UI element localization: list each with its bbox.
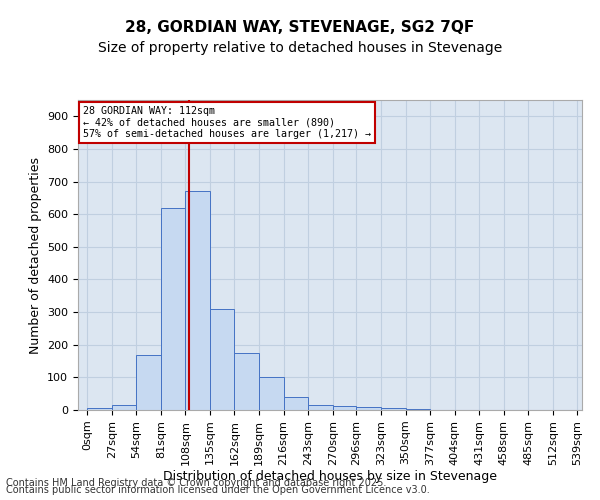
Text: Contains public sector information licensed under the Open Government Licence v3: Contains public sector information licen… [6, 485, 430, 495]
Y-axis label: Number of detached properties: Number of detached properties [29, 156, 41, 354]
Bar [356, 406, 381, 410]
Text: 28, GORDIAN WAY, STEVENAGE, SG2 7QF: 28, GORDIAN WAY, STEVENAGE, SG2 7QF [125, 20, 475, 35]
Bar [333, 406, 356, 410]
Bar [87, 408, 112, 410]
Bar [185, 192, 210, 410]
Text: 28 GORDIAN WAY: 112sqm
← 42% of detached houses are smaller (890)
57% of semi-de: 28 GORDIAN WAY: 112sqm ← 42% of detached… [83, 106, 371, 140]
Text: Size of property relative to detached houses in Stevenage: Size of property relative to detached ho… [98, 41, 502, 55]
Bar [308, 405, 333, 410]
Bar [161, 208, 185, 410]
Bar [210, 309, 235, 410]
Bar [259, 378, 284, 410]
X-axis label: Distribution of detached houses by size in Stevenage: Distribution of detached houses by size … [163, 470, 497, 484]
Bar [381, 408, 406, 410]
Bar [112, 405, 136, 410]
Bar [284, 397, 308, 410]
Bar [136, 354, 161, 410]
Text: Contains HM Land Registry data © Crown copyright and database right 2025.: Contains HM Land Registry data © Crown c… [6, 478, 386, 488]
Bar [235, 353, 259, 410]
